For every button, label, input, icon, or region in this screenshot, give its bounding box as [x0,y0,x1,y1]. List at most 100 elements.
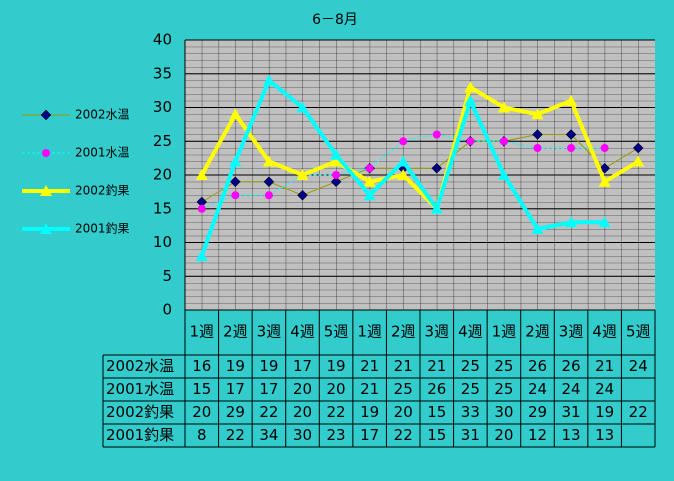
data-point [598,216,611,228]
y-tick-label: 20 [153,166,172,184]
x-tick-label: 4週 [592,323,617,341]
x-tick-label: 2週 [391,323,416,341]
table-cell: 22 [226,426,245,444]
table-cell: 22 [327,403,346,421]
data-point [632,155,645,167]
y-tick-label: 5 [162,267,172,285]
y-tick-label: 35 [153,64,172,82]
data-point [632,142,644,154]
data-point [330,155,343,167]
table-cell: 15 [192,380,211,398]
y-tick-label: 0 [162,301,172,319]
series-line [200,84,640,213]
x-tick-label: 2週 [223,323,248,341]
table-row-header: 2002釣果 [106,403,174,421]
table-cell: 19 [226,357,245,375]
y-tick-label: 25 [153,132,172,150]
table-row-header: 2001水温 [106,380,174,398]
table-cell: 24 [528,380,547,398]
data-point [195,169,208,180]
data-point [363,175,376,187]
table-cell: 20 [494,426,513,444]
x-tick-label: 1週 [357,323,382,341]
data-point [297,189,308,201]
data-point [464,94,477,106]
y-tick-label: 40 [153,31,172,49]
legend-marker [40,223,52,234]
data-point [567,144,576,152]
table-cell: 25 [494,357,513,375]
table-cell: 25 [461,357,480,375]
data-point [365,164,374,173]
chart-title: 6－8月 [312,12,358,28]
table-cell: 23 [327,426,346,444]
data-point [195,250,208,261]
table-cell: 20 [394,403,413,421]
data-point [533,144,542,152]
data-point [263,176,275,188]
table-cell: 33 [461,403,480,421]
data-point [598,175,611,187]
table-cell: 26 [562,357,581,375]
x-tick-label: 5週 [324,323,349,341]
table-cell: 31 [461,426,480,444]
x-tick-label: 3週 [425,323,450,341]
table-cell: 25 [394,380,413,398]
data-point [296,101,309,113]
data-point [431,162,443,174]
data-point [230,176,241,188]
x-tick-label: 4週 [290,323,315,341]
data-point [197,204,206,213]
table-cell: 15 [427,403,446,421]
table-cell: 30 [293,426,312,444]
legend-label: 2001釣果 [75,221,130,236]
x-tick-label: 1週 [190,323,215,341]
data-point [231,191,240,200]
table-cell: 12 [528,426,547,444]
legend-label: 2002水温 [75,108,130,122]
table-cell: 29 [528,403,547,421]
table-cell: 25 [461,380,480,398]
table-cell: 17 [259,380,278,398]
table-cell: 24 [562,380,581,398]
table-cell: 22 [629,403,648,421]
legend-marker [42,149,50,157]
data-point [330,176,342,188]
data-point [363,189,376,201]
table-cell: 21 [360,357,379,375]
table-cell: 16 [192,357,211,375]
x-tick-label: 4週 [458,323,483,341]
table-cell: 21 [595,357,614,375]
data-point [565,216,578,228]
table-row-header: 2001釣果 [106,426,174,444]
table-cell: 24 [595,380,614,398]
table-cell: 29 [226,403,245,421]
y-tick-label: 10 [153,233,172,251]
table-cell: 31 [562,403,581,421]
data-point [229,108,242,120]
legend-label: 2002釣果 [75,183,130,198]
data-point [497,101,510,113]
data-point [430,202,443,214]
table-cell: 13 [595,426,614,444]
x-tick-label: 2週 [525,323,550,341]
table-cell: 22 [394,426,413,444]
x-tick-label: 3週 [559,323,584,341]
data-point [229,155,242,167]
data-point [466,137,475,146]
data-point [600,144,609,152]
data-point [497,169,510,180]
data-point [531,223,544,234]
table-cell: 17 [293,357,312,375]
data-point [432,130,441,139]
table-cell: 13 [562,426,581,444]
table-cell: 17 [360,426,379,444]
legend-marker [40,185,52,196]
y-tick-label: 30 [153,98,172,116]
data-point [399,137,408,146]
table-cell: 20 [293,403,312,421]
table-cell: 26 [528,357,547,375]
data-point [330,148,343,160]
